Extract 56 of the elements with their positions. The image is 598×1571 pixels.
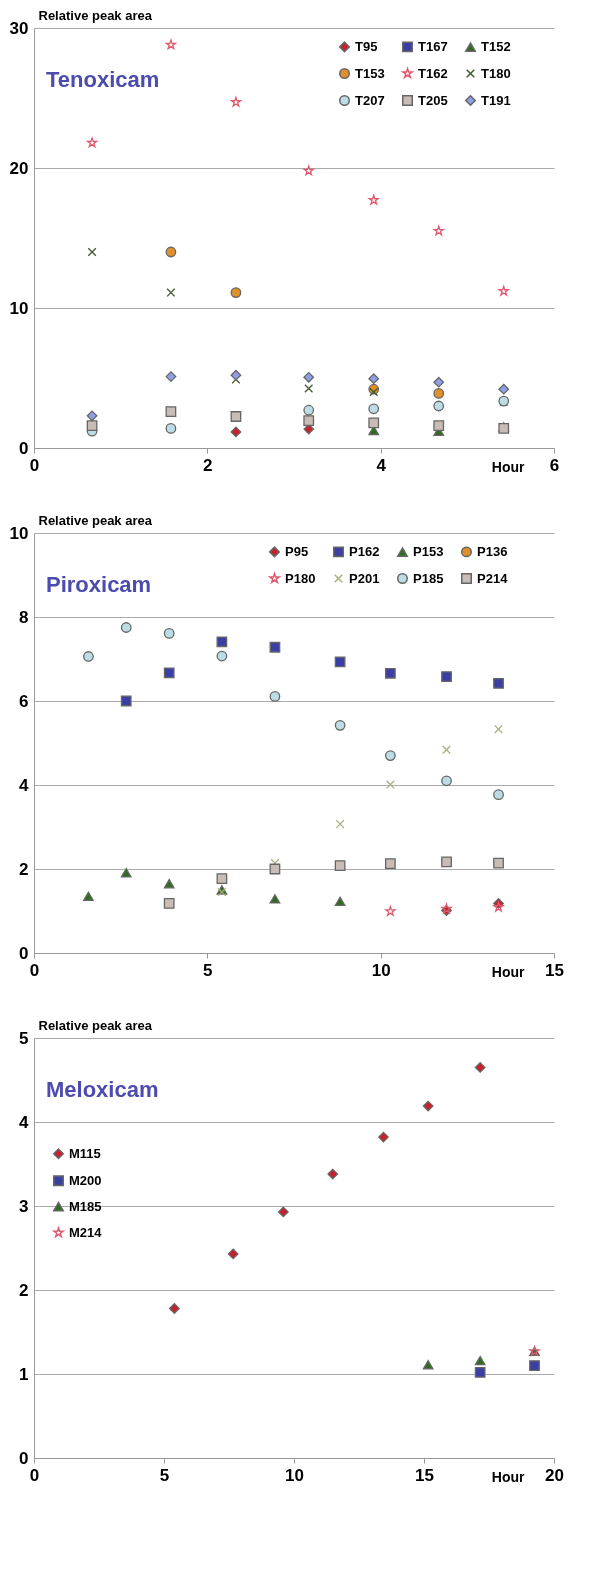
legend-label: P201 <box>349 570 380 586</box>
y-tick-label: 2 <box>19 859 29 879</box>
legend-label: P214 <box>477 570 509 586</box>
x-tick-label: 20 <box>545 1465 564 1485</box>
legend-label: T152 <box>481 39 511 55</box>
y-tick-label: 1 <box>19 1364 29 1384</box>
x-axis-title: Hour <box>491 458 526 475</box>
legend-label: M214 <box>69 1224 103 1240</box>
y-tick-label: 4 <box>19 1112 30 1132</box>
x-tick-label: 2 <box>203 455 213 475</box>
y-tick-label: 5 <box>19 1028 29 1048</box>
y-tick-label: 0 <box>19 438 29 458</box>
x-tick-label: 10 <box>371 960 391 980</box>
legend-label: T205 <box>418 92 448 108</box>
x-axis-title: Hour <box>491 963 526 980</box>
y-axis-title: Relative peak area <box>38 7 153 23</box>
y-tick-label: 20 <box>9 158 29 178</box>
legend-label: M200 <box>69 1172 102 1188</box>
legend-label: T162 <box>418 65 448 81</box>
y-axis-title: Relative peak area <box>38 512 153 528</box>
x-tick-label: 10 <box>285 1465 304 1485</box>
legend-label: P95 <box>285 543 309 559</box>
legend-label: P180 <box>285 570 316 586</box>
text: Tenoxicam <box>46 67 160 92</box>
legend-label: T95 <box>355 38 378 54</box>
x-tick-label: 15 <box>415 1465 434 1485</box>
legend-label: T180 <box>481 65 511 81</box>
y-axis-title: Relative peak area <box>38 1017 153 1033</box>
x-tick-label: 15 <box>545 960 564 980</box>
x-tick-label: 5 <box>203 960 213 980</box>
legend-label: M115 <box>69 1145 101 1161</box>
legend-label: T167 <box>418 38 448 54</box>
y-tick-label: 2 <box>19 1280 29 1300</box>
x-axis-title: Hour <box>491 1468 526 1485</box>
y-tick-label: 6 <box>19 691 29 711</box>
legend-label: M185 <box>69 1198 102 1214</box>
text: Piroxicam <box>46 572 152 597</box>
y-tick-label: 0 <box>19 943 29 963</box>
legend-label: P136 <box>477 543 508 559</box>
x-tick-label: 6 <box>549 455 560 475</box>
legend-label: P153 <box>413 544 444 560</box>
text: Meloxicam <box>46 1077 159 1102</box>
y-tick-label: 10 <box>9 298 29 318</box>
legend-label: P185 <box>413 570 444 586</box>
legend-label: P162 <box>349 543 380 559</box>
y-tick-label: 10 <box>9 523 29 543</box>
legend-label: T207 <box>355 92 385 108</box>
y-tick-label: 30 <box>9 18 29 38</box>
y-tick-label: 8 <box>19 607 29 627</box>
y-tick-label: 4 <box>19 775 30 795</box>
x-tick-label: 4 <box>376 455 387 475</box>
y-tick-label: 3 <box>19 1196 29 1216</box>
legend-label: T191 <box>481 92 511 108</box>
legend-label: T153 <box>355 65 385 81</box>
y-tick-label: 0 <box>19 1448 29 1468</box>
x-tick-label: 5 <box>159 1465 170 1485</box>
